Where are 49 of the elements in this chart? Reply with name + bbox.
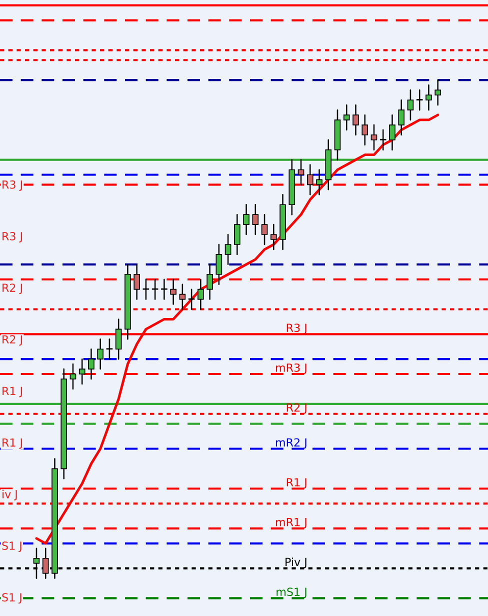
candlestick — [106, 338, 113, 360]
text: R1 J — [2, 438, 22, 449]
candlestick — [380, 129, 386, 150]
ref-line-label: mS1 J — [276, 588, 306, 598]
candlestick — [416, 89, 423, 111]
candlestick — [252, 204, 259, 236]
candlestick — [70, 363, 76, 390]
candlestick — [78, 358, 86, 385]
text: R2 J — [2, 335, 22, 346]
text: R3 J — [2, 180, 22, 191]
ref-line-label: mR2 J — [276, 438, 306, 449]
candlestick — [352, 104, 359, 136]
candlestick — [298, 159, 304, 186]
candlestick — [115, 318, 122, 360]
candlestick — [426, 84, 432, 111]
candlestick — [179, 284, 186, 310]
candlestick — [198, 278, 204, 310]
text: R1 J — [2, 386, 22, 398]
candlestick — [134, 264, 140, 300]
ref-line-label: R3 J — [286, 324, 306, 334]
candlestick — [97, 338, 104, 370]
candlestick — [206, 264, 213, 300]
text: S1 J — [2, 593, 22, 604]
candlestick — [434, 79, 441, 106]
candlestick — [306, 164, 314, 196]
text: S1 J — [2, 542, 22, 552]
text: iv J — [2, 490, 17, 500]
candlestick — [243, 204, 250, 236]
ref-line-label: Piv J — [286, 558, 306, 568]
candlestick — [370, 124, 378, 150]
candlestick — [261, 214, 268, 246]
ref-line-label: R2 J — [286, 403, 306, 414]
candlestick — [270, 224, 277, 250]
text: R2 J — [2, 284, 22, 294]
candlestick — [224, 234, 232, 266]
text: R3 J — [2, 232, 22, 242]
ref-line-label: mR3 J — [276, 363, 306, 374]
candlestick — [234, 214, 240, 256]
candlestick — [398, 99, 404, 136]
candlestick — [316, 169, 322, 196]
candlestick — [216, 244, 222, 285]
candlestick — [343, 104, 350, 131]
candlestick — [389, 114, 396, 150]
candlestick — [407, 89, 414, 121]
ref-line-label: R1 J — [286, 478, 306, 489]
ref-line-label: mR1 J — [276, 518, 306, 528]
candlestick — [362, 114, 368, 146]
candlestick — [88, 348, 94, 380]
candlestick — [170, 278, 176, 305]
